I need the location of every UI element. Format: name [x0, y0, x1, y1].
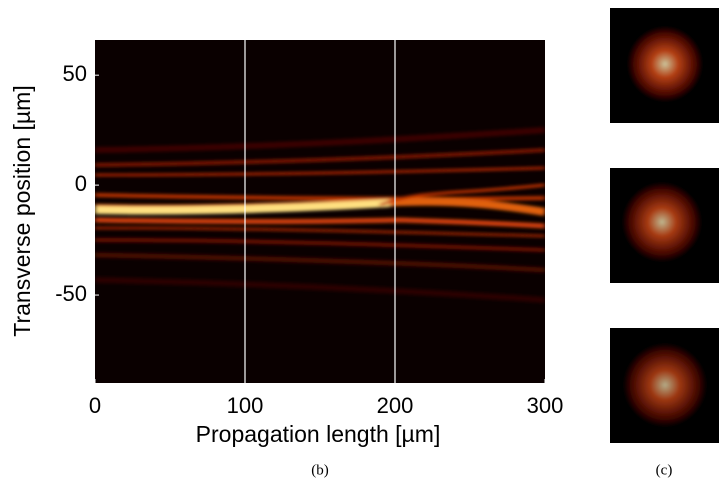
- x-tick-label: 0: [89, 393, 101, 418]
- caption: (c): [656, 462, 673, 478]
- x-axis-label: Propagation length [µm]: [196, 421, 441, 447]
- y-tick-label: 0: [75, 171, 87, 196]
- x-tick-label: 200: [377, 393, 414, 418]
- caption: (b): [311, 462, 329, 478]
- y-tick-label: -50: [55, 281, 87, 306]
- speckle-images: [610, 8, 719, 443]
- y-tick-label: 50: [63, 61, 87, 86]
- x-tick-label: 100: [227, 393, 264, 418]
- speckle-spot: [627, 26, 703, 102]
- y-axis-label: Transverse position [µm]: [9, 85, 35, 336]
- speckle-spot: [622, 182, 702, 262]
- x-tick-label: 300: [527, 393, 564, 418]
- heatmap-beam: [95, 127, 545, 303]
- speckle-spot: [623, 343, 707, 427]
